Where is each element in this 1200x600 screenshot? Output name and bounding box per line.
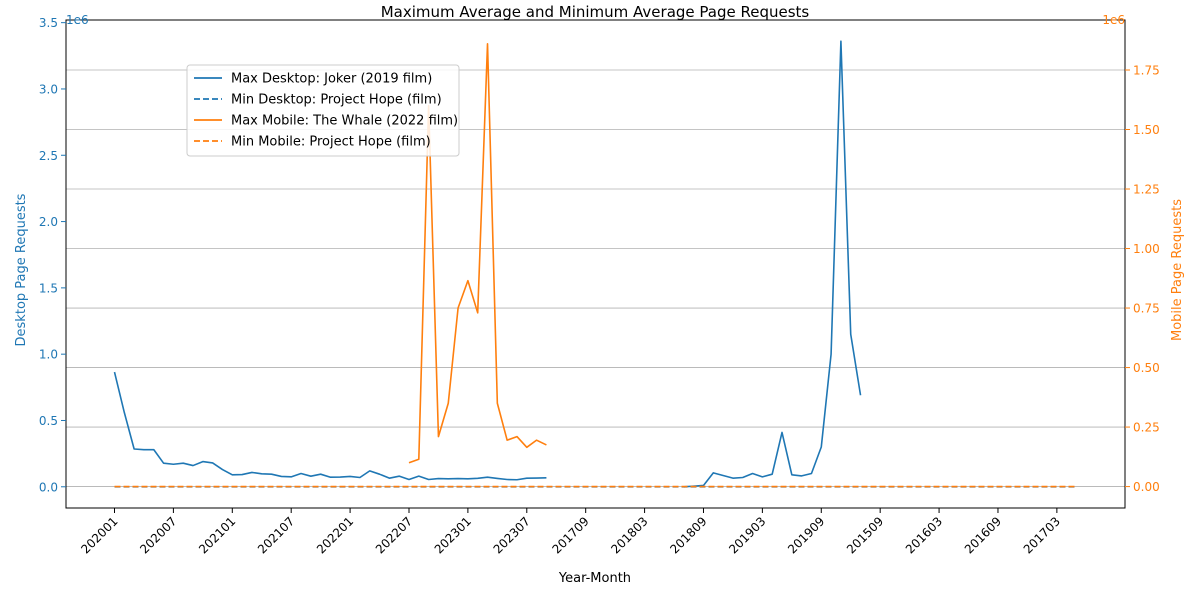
series-line [408,42,547,464]
legend-label: Min Mobile: Project Hope (film) [231,135,431,150]
right-tick-label: 1.00 [1133,242,1160,256]
right-tick-label: 0.50 [1133,361,1160,375]
left-tick-label: 0.0 [39,480,58,494]
right-axis-label: Mobile Page Requests [1170,199,1185,341]
x-axis-label: Year-Month [558,571,631,586]
legend-box [186,64,460,157]
right-y-axis: 0.00 0.25 0.50 0.75 1.00 1.25 1.50 1.75 [1125,63,1160,494]
left-tick-label: 3.0 [39,82,58,96]
plot-frame [65,19,1126,509]
left-tick-label: 1.5 [39,281,58,295]
legend-label: Max Desktop: Joker (2019 film) [231,72,432,87]
right-tick-label: 0.00 [1133,480,1160,494]
right-tick-label: 1.25 [1133,183,1160,197]
legend: Max Desktop: Joker (2019 film) Min Deskto… [186,64,460,157]
legend-label: Min Desktop: Project Hope (film) [231,93,442,108]
right-axis-exponent: 1e6 [1102,13,1125,27]
right-tick-label: 1.50 [1133,123,1160,137]
right-tick-label: 0.75 [1133,302,1160,316]
series-line [683,40,862,488]
left-tick-label: 3.5 [39,16,58,30]
series-line [113,371,547,481]
left-tick-label: 1.0 [39,348,58,362]
series-layer [113,40,1077,488]
chart-title: Maximum Average and Minimum Average Page… [381,3,810,21]
right-tick-label: 0.25 [1133,421,1160,435]
left-y-axis: 0.0 0.5 1.0 1.5 2.0 2.5 3.0 3.5 [39,16,66,494]
left-axis-label: Desktop Page Requests [14,193,29,346]
left-tick-label: 2.0 [39,215,58,229]
left-tick-label: 0.5 [39,414,58,428]
legend-label: Max Mobile: The Whale (2022 film) [231,114,458,129]
right-tick-label: 1.75 [1133,63,1160,77]
left-axis-exponent: 1e6 [66,13,89,27]
left-tick-label: 2.5 [39,149,58,163]
